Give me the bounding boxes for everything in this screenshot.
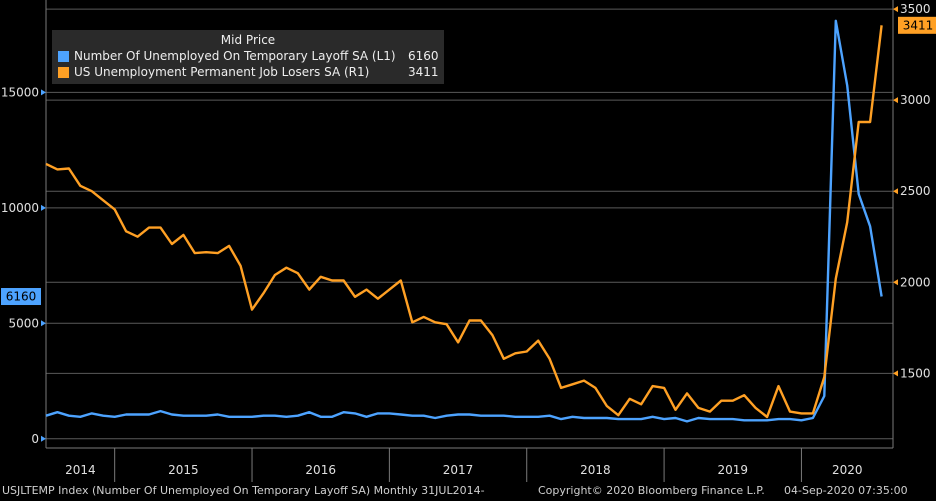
x-tick-label: 2017 bbox=[443, 463, 474, 477]
x-tick-label: 2016 bbox=[305, 463, 336, 477]
right-tick-marker bbox=[893, 188, 898, 195]
last-value-badge bbox=[1, 288, 41, 306]
right-tick-label: 2000 bbox=[900, 275, 931, 289]
x-tick-label: 2015 bbox=[168, 463, 199, 477]
left-tick-label: 5000 bbox=[8, 316, 39, 330]
footer: USJLTEMP Index (Number Of Unemployed On … bbox=[2, 484, 934, 500]
legend-label: US Unemployment Permanent Job Losers SA … bbox=[74, 65, 370, 79]
x-axis: 2014 2015 2016 2017 2018 2019 2020 bbox=[46, 447, 893, 482]
legend: Mid Price Number Of Unemployed On Tempor… bbox=[52, 30, 444, 84]
left-tick-label: 10000 bbox=[1, 201, 39, 215]
last-value-badge bbox=[898, 16, 936, 34]
footer-timestamp: 04-Sep-2020 07:35:00 bbox=[784, 484, 908, 497]
right-tick-label: 2500 bbox=[900, 184, 931, 198]
right-tick-label: 3500 bbox=[900, 2, 931, 16]
last-value-text: 6160 bbox=[6, 290, 37, 304]
legend-swatch-blue bbox=[58, 50, 69, 62]
legend-value: 3411 bbox=[408, 65, 439, 79]
legend-item-temporary-layoff: Number Of Unemployed On Temporary Layoff… bbox=[52, 48, 444, 64]
left-tick-label: 15000 bbox=[1, 85, 39, 99]
legend-label: Number Of Unemployed On Temporary Layoff… bbox=[74, 49, 396, 63]
right-tick-label: 3000 bbox=[900, 93, 931, 107]
left-tick-marker bbox=[41, 89, 46, 96]
footer-copyright: Copyright© 2020 Bloomberg Finance L.P. bbox=[538, 484, 765, 497]
right-tick-marker bbox=[893, 6, 898, 13]
last-value-text: 3411 bbox=[903, 18, 934, 32]
left-tick-marker bbox=[41, 320, 46, 327]
legend-title: Mid Price bbox=[220, 33, 276, 47]
x-tick-label: 2014 bbox=[65, 463, 96, 477]
series-lines bbox=[45, 19, 883, 423]
left-tick-marker bbox=[41, 204, 46, 211]
x-tick-label: 2018 bbox=[580, 463, 611, 477]
last-value-badges: 6160 3411 bbox=[1, 16, 936, 306]
right-tick-marker bbox=[893, 97, 898, 104]
left-tick-marker bbox=[41, 435, 46, 442]
axes: 0 5000 10000 15000 1500 2000 2500 3000 3500 bbox=[1, 0, 931, 448]
series-line-temporary-layoff bbox=[45, 19, 883, 423]
x-tick-label: 2020 bbox=[832, 463, 863, 477]
gridlines bbox=[46, 8, 893, 440]
x-tick-label: 2019 bbox=[717, 463, 748, 477]
right-tick-marker bbox=[893, 370, 898, 377]
legend-item-permanent-job-losers: US Unemployment Permanent Job Losers SA … bbox=[52, 64, 444, 80]
legend-value: 6160 bbox=[408, 49, 439, 63]
footer-index: USJLTEMP Index (Number Of Unemployed On … bbox=[2, 484, 485, 497]
right-tick-label: 1500 bbox=[900, 366, 931, 380]
legend-swatch-orange bbox=[58, 66, 69, 78]
series-line-permanent-job-losers bbox=[45, 25, 883, 419]
left-tick-label: 0 bbox=[31, 432, 39, 446]
right-tick-marker bbox=[893, 279, 898, 286]
